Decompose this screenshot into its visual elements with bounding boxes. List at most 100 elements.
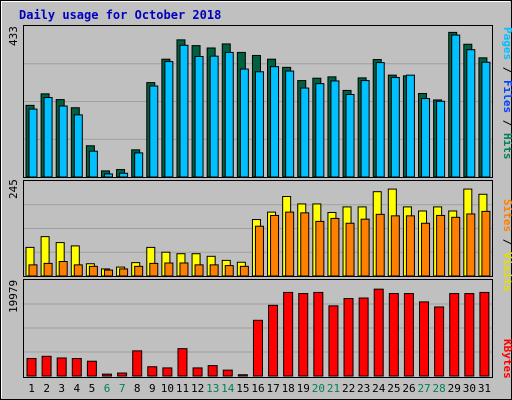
bar-kbytes-day-30 bbox=[464, 293, 475, 377]
bar-kbytes-day-9 bbox=[147, 366, 158, 377]
x-tick-label: 14 bbox=[221, 382, 235, 395]
bar-files-day-30 bbox=[466, 49, 476, 178]
bar-files-day-2 bbox=[43, 97, 53, 178]
bar-kbytes-day-12 bbox=[192, 367, 203, 377]
x-axis-labels: 1 2 3 4 5 6 7 8 9 10 11 12 13 14 15 16 17 18 19 20 21 22 23 24 2… bbox=[28, 382, 491, 395]
bar-kbytes-day-1-rect bbox=[26, 358, 37, 377]
bar-files-day-19-rect bbox=[300, 87, 310, 178]
x-tick-label: 11 bbox=[176, 382, 189, 395]
bar-files-day-27-rect bbox=[421, 98, 431, 178]
bar-sites-day-24 bbox=[375, 213, 385, 277]
bar-sites-day-15 bbox=[239, 265, 249, 277]
bar-sites-day-8 bbox=[134, 265, 144, 277]
bar-sites-day-21 bbox=[330, 217, 340, 277]
legend-middle: Sites / Visits bbox=[501, 199, 512, 292]
bar-files-day-26 bbox=[405, 74, 415, 178]
x-tick-label: 15 bbox=[236, 382, 249, 395]
legend-bottom: KBytes bbox=[501, 339, 512, 379]
bar-kbytes-day-31 bbox=[479, 291, 490, 377]
bar-sites-day-21-rect bbox=[330, 217, 340, 277]
bars-layer bbox=[24, 31, 492, 377]
bar-kbytes-day-13 bbox=[207, 365, 218, 377]
bar-files-day-9 bbox=[149, 85, 159, 178]
bar-files-day-13-rect bbox=[209, 55, 219, 178]
bar-sites-day-22 bbox=[345, 222, 355, 277]
bar-files-day-11-rect bbox=[179, 44, 189, 178]
bar-sites-day-31 bbox=[481, 210, 491, 277]
bar-files-day-23 bbox=[360, 80, 370, 178]
bar-kbytes-day-4 bbox=[71, 358, 82, 377]
bar-sites-day-16 bbox=[254, 225, 264, 277]
bar-files-day-20 bbox=[315, 83, 325, 178]
legend-entry: / bbox=[501, 60, 512, 80]
bar-sites-day-1-rect bbox=[28, 264, 38, 277]
bar-files-day-14 bbox=[224, 51, 234, 178]
bar-kbytes-day-4-rect bbox=[71, 358, 82, 377]
bar-sites-day-17-rect bbox=[270, 214, 280, 277]
bar-kbytes-day-16 bbox=[252, 319, 263, 377]
legend-entry: Pages bbox=[501, 27, 512, 60]
bar-kbytes-day-11 bbox=[177, 348, 188, 377]
bar-sites-day-2-rect bbox=[43, 262, 53, 277]
bar-sites-day-25-rect bbox=[390, 215, 400, 277]
x-tick-label: 3 bbox=[58, 382, 65, 395]
bar-sites-day-29-rect bbox=[451, 216, 461, 277]
bar-kbytes-day-27-rect bbox=[419, 301, 430, 377]
bar-sites-day-20-rect bbox=[315, 220, 325, 277]
x-tick-label: 19 bbox=[297, 382, 310, 395]
x-tick-label: 16 bbox=[251, 382, 264, 395]
bar-sites-day-7 bbox=[119, 268, 129, 277]
x-tick-label: 28 bbox=[433, 382, 446, 395]
bar-sites-day-10 bbox=[164, 262, 174, 277]
bar-files-day-21 bbox=[330, 80, 340, 178]
bar-files-day-16-rect bbox=[254, 71, 264, 178]
bar-sites-day-30 bbox=[466, 213, 476, 277]
bar-kbytes-day-27 bbox=[419, 301, 430, 377]
x-tick-label: 23 bbox=[357, 382, 370, 395]
bar-sites-day-5-rect bbox=[88, 265, 98, 277]
bar-files-day-7-rect bbox=[119, 172, 129, 178]
legend-entry: / bbox=[501, 113, 512, 133]
x-tick-label: 27 bbox=[417, 382, 430, 395]
bar-sites-day-3 bbox=[58, 261, 68, 277]
bar-files-day-21-rect bbox=[330, 80, 340, 178]
bar-files-day-6 bbox=[103, 173, 113, 178]
bar-files-day-31 bbox=[481, 61, 491, 178]
bar-sites-day-31-rect bbox=[481, 210, 491, 277]
bar-kbytes-day-28 bbox=[434, 306, 445, 377]
x-tick-label: 4 bbox=[74, 382, 81, 395]
bar-files-day-25 bbox=[390, 77, 400, 178]
bar-sites-day-19-rect bbox=[300, 212, 310, 277]
bar-sites-day-9 bbox=[149, 262, 159, 277]
bar-files-day-20-rect bbox=[315, 83, 325, 178]
y-tick-top: 433 bbox=[7, 26, 20, 46]
bar-sites-day-1 bbox=[28, 264, 38, 277]
bar-files-day-24 bbox=[375, 62, 385, 178]
bar-kbytes-day-5-rect bbox=[86, 360, 97, 377]
bar-sites-day-6 bbox=[103, 269, 113, 277]
bar-sites-day-7-rect bbox=[119, 268, 129, 277]
bar-sites-day-4 bbox=[73, 264, 83, 277]
bar-sites-day-14 bbox=[224, 265, 234, 277]
bar-kbytes-day-6 bbox=[101, 373, 112, 377]
legend-top: Pages / Files / Hits bbox=[501, 27, 512, 160]
bar-kbytes-day-3 bbox=[56, 357, 67, 377]
bar-kbytes-day-3-rect bbox=[56, 357, 67, 377]
x-tick-label: 17 bbox=[266, 382, 279, 395]
bar-sites-day-11 bbox=[179, 262, 189, 277]
bar-kbytes-day-11-rect bbox=[177, 348, 188, 377]
x-tick-label: 12 bbox=[191, 382, 204, 395]
bar-sites-day-12 bbox=[194, 264, 204, 277]
bar-kbytes-day-24 bbox=[373, 288, 384, 377]
bar-files-day-8-rect bbox=[134, 152, 144, 178]
bar-files-day-8 bbox=[134, 152, 144, 178]
bar-sites-day-28-rect bbox=[436, 214, 446, 277]
x-tick-label: 1 bbox=[28, 382, 35, 395]
x-tick-label: 20 bbox=[312, 382, 325, 395]
bar-files-day-22 bbox=[345, 94, 355, 178]
legend-entry: Visits bbox=[501, 252, 512, 292]
bar-kbytes-day-12-rect bbox=[192, 367, 203, 377]
bar-files-day-19 bbox=[300, 87, 310, 178]
bar-sites-day-12-rect bbox=[194, 264, 204, 277]
bar-sites-day-25 bbox=[390, 215, 400, 277]
